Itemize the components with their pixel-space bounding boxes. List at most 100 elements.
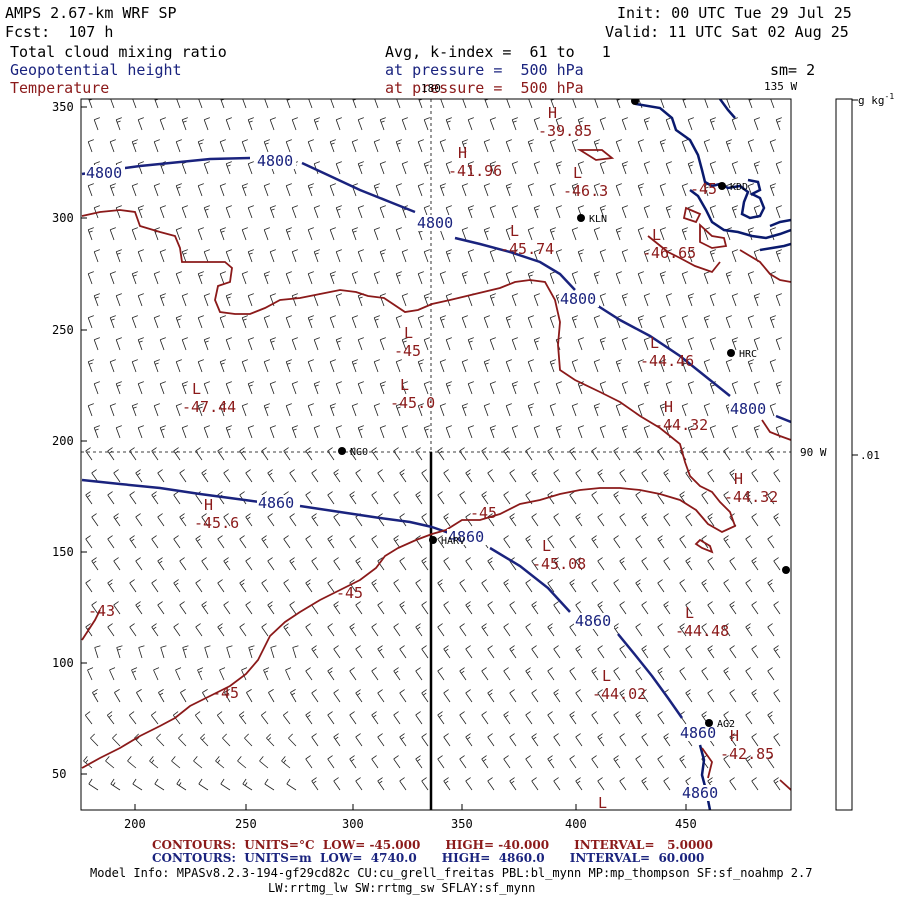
wind-barb (467, 425, 474, 439)
wind-barb (462, 99, 467, 109)
wind-barb (487, 689, 495, 703)
wind-barb (613, 755, 621, 769)
station-label: NGO (350, 447, 368, 458)
wind-barb (283, 579, 291, 593)
wind-barb (659, 271, 666, 285)
wind-barb (220, 99, 225, 109)
wind-barb (355, 601, 363, 615)
wind-barb (571, 183, 578, 197)
wind-barb (237, 756, 247, 769)
extremum-value: -46.3 (563, 182, 608, 200)
wind-barb (549, 359, 556, 373)
wind-barb (203, 381, 210, 395)
wind-barb (200, 733, 209, 747)
wind-barb (109, 403, 116, 417)
wind-barb (131, 139, 138, 153)
wind-barb (621, 293, 628, 307)
wind-barb (701, 667, 709, 681)
station-label: HRC (739, 349, 757, 360)
wind-barb (307, 315, 314, 329)
station-marker (577, 214, 585, 222)
wind-barb (181, 161, 188, 175)
wind-barb (511, 205, 518, 219)
wind-barb (239, 579, 247, 593)
wind-barb (379, 337, 386, 351)
wind-barb (619, 601, 627, 615)
wind-barb (127, 756, 137, 769)
wind-barb (395, 315, 402, 329)
wind-barb (701, 491, 709, 505)
extremum-type: L (573, 164, 582, 182)
extremum-type: H (730, 727, 739, 745)
wind-barb (511, 337, 518, 351)
wind-barb (769, 227, 776, 241)
wind-barb (773, 601, 781, 615)
wind-barb (241, 315, 248, 329)
wind-barb (547, 711, 555, 725)
wind-barb (487, 557, 495, 571)
wind-barb (159, 117, 166, 131)
wind-barb (107, 491, 115, 505)
wind-barb (731, 205, 738, 219)
wind-barb (525, 667, 533, 681)
temperature-contour-label: -45 (336, 584, 363, 602)
temperature-contours (81, 149, 791, 791)
wind-barb (241, 403, 248, 417)
wind-barb (593, 227, 600, 241)
wind-barb (553, 733, 561, 747)
wind-barb (156, 733, 165, 747)
wind-barb (591, 711, 599, 725)
wind-barb (181, 205, 188, 219)
wind-barb (401, 117, 408, 131)
wind-barb (181, 293, 188, 307)
wind-barb (709, 425, 716, 439)
wind-barb (503, 535, 511, 549)
wind-barb (313, 425, 320, 439)
wind-barb (659, 315, 666, 329)
wind-barb (313, 205, 320, 219)
wind-barb (553, 513, 561, 527)
wind-barb (137, 381, 144, 395)
wind-barb (505, 315, 512, 329)
wind-barb (335, 161, 342, 175)
wind-barb (215, 756, 225, 769)
wind-barb (657, 711, 665, 725)
wind-barb (157, 557, 165, 571)
wind-barb (445, 381, 452, 395)
y-tick-label: 350 (52, 100, 74, 114)
wind-barb (217, 623, 225, 637)
wind-barb (153, 359, 160, 373)
wind-barb (571, 271, 578, 285)
wind-barb (93, 249, 100, 263)
wind-barb (329, 315, 336, 329)
wind-barb (503, 623, 511, 637)
wind-barb (775, 293, 782, 307)
wind-barb (569, 447, 577, 461)
wind-barb (745, 535, 753, 549)
wind-barb (107, 535, 115, 549)
wind-barb (203, 161, 210, 175)
wind-barb (555, 205, 562, 219)
extremum-value: -45.0 (390, 394, 435, 412)
wind-barb (660, 99, 665, 109)
wind-barb (745, 755, 753, 769)
wind-barb (93, 293, 100, 307)
wind-barb (751, 777, 759, 791)
wind-barb (726, 99, 731, 109)
wind-barb (423, 381, 430, 395)
wind-barb (637, 227, 644, 241)
wind-barb (352, 99, 357, 109)
wind-barb (445, 117, 452, 131)
wind-barb (659, 183, 666, 197)
wind-barb (641, 469, 649, 483)
wind-barb (767, 535, 775, 549)
wind-barb (373, 227, 380, 241)
wind-barb (241, 227, 248, 241)
wind-barb (767, 447, 775, 461)
wind-barb (747, 139, 754, 153)
wind-barb (109, 359, 116, 373)
wind-barb (311, 513, 319, 527)
wind-barb (591, 447, 599, 461)
wind-barb (621, 249, 628, 263)
wind-barb (465, 733, 473, 747)
